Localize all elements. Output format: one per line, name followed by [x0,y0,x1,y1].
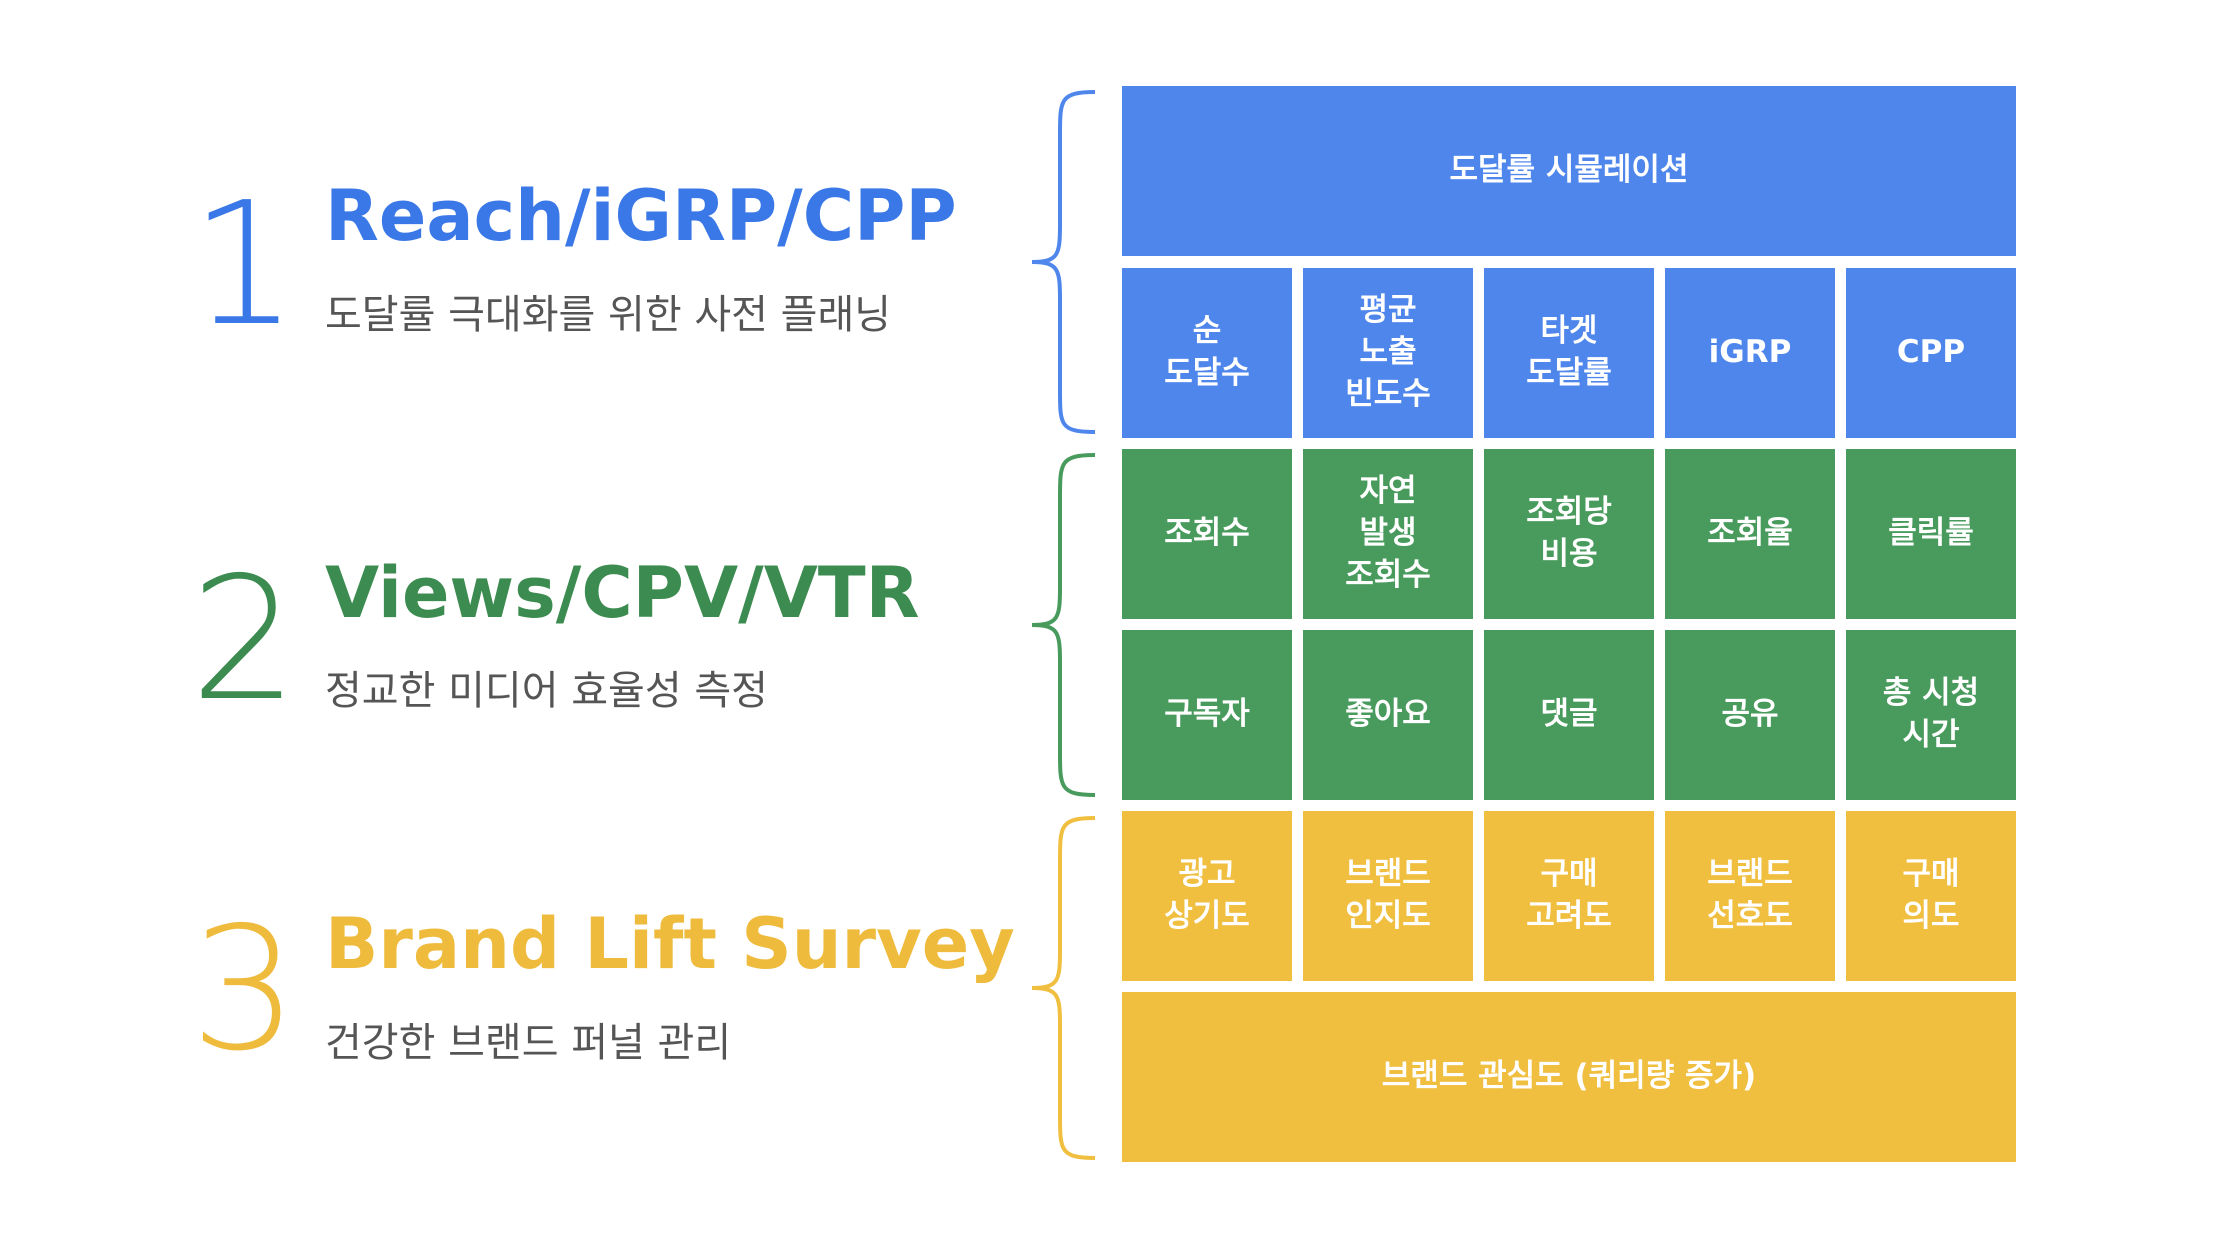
section-number-3: 3 [190,891,299,1089]
cell-reach-1: 평균 노출 빈도수 [1303,268,1473,438]
section-subtitle-reach: 도달률 극대화를 위한 사전 플래닝 [325,292,892,338]
cell-views1-2: 조회당 비용 [1484,449,1654,619]
cell-brand-4: 구매 의도 [1846,811,2016,981]
cell-views2-2: 댓글 [1484,630,1654,800]
cell-brand-2: 구매 고려도 [1484,811,1654,981]
cell-views1-3: 조회율 [1665,449,1835,619]
cell-views2-3: 공유 [1665,630,1835,800]
cell-reach-3: iGRP [1665,268,1835,438]
cell-reach-header: 도달률 시뮬레이션 [1122,86,2016,256]
section-number-1: 1 [190,166,299,364]
cell-views2-4: 총 시청 시간 [1846,630,2016,800]
brace-reach [1031,90,1096,434]
cell-views2-1: 좋아요 [1303,630,1473,800]
section-title-views: Views/CPV/VTR [325,552,920,634]
cell-brand-1: 브랜드 인지도 [1303,811,1473,981]
cell-views2-0: 구독자 [1122,630,1292,800]
cell-brand-3: 브랜드 선호도 [1665,811,1835,981]
section-title-brand-lift: Brand Lift Survey [325,903,1015,985]
cell-reach-2: 타겟 도달률 [1484,268,1654,438]
section-number-2: 2 [190,541,299,739]
cell-brand-footer: 브랜드 관심도 (쿼리량 증가) [1122,992,2016,1162]
cell-views1-0: 조회수 [1122,449,1292,619]
section-subtitle-brand-lift: 건강한 브랜드 퍼널 관리 [325,1020,732,1066]
cell-views1-4: 클릭률 [1846,449,2016,619]
cell-views1-1: 자연 발생 조회수 [1303,449,1473,619]
section-title-reach: Reach/iGRP/CPP [325,175,957,257]
cell-reach-4: CPP [1846,268,2016,438]
cell-reach-0: 순 도달수 [1122,268,1292,438]
brace-views [1031,453,1096,797]
section-subtitle-views: 정교한 미디어 효율성 측정 [325,668,768,714]
cell-brand-0: 광고 상기도 [1122,811,1292,981]
brace-brand-lift [1031,816,1096,1160]
